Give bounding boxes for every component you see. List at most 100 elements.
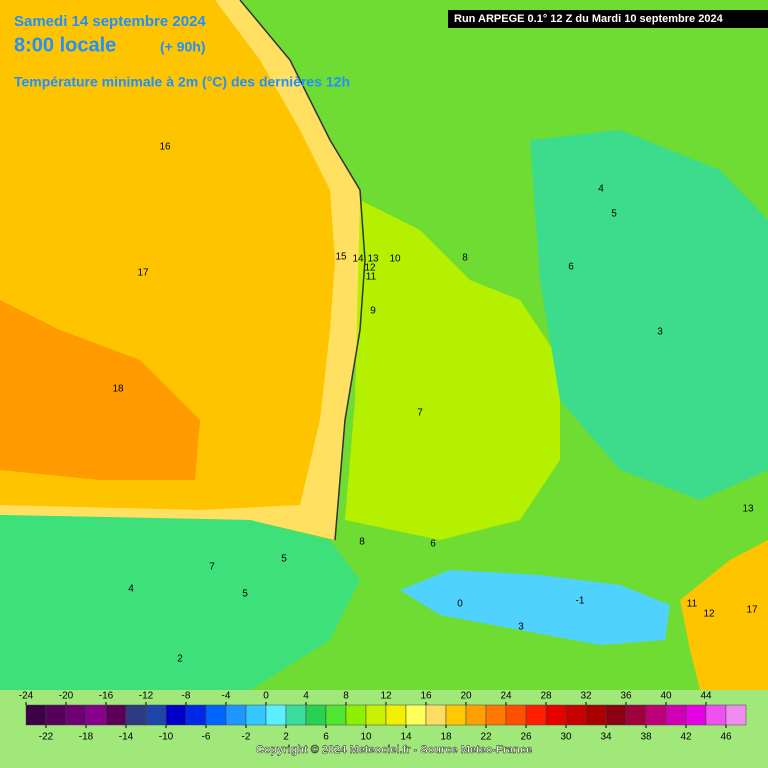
contour-label: 11	[687, 599, 698, 610]
legend-swatch	[725, 704, 747, 726]
legend-label: -14	[119, 732, 134, 743]
legend-swatch	[125, 704, 147, 726]
legend-label: 36	[620, 691, 632, 702]
legend-swatch	[385, 704, 407, 726]
contour-label: 3	[657, 327, 663, 338]
legend-label: 10	[360, 732, 372, 743]
contour-label: 13	[367, 254, 379, 265]
legend-swatch	[505, 704, 527, 726]
run-banner	[448, 10, 768, 28]
legend-swatch	[165, 704, 187, 726]
contour-label: 5	[611, 209, 617, 220]
legend-label: -4	[222, 691, 231, 702]
copyright: Copyright © 2024 Meteociel.fr - Source M…	[256, 744, 532, 756]
contour-label: 17	[746, 605, 758, 616]
contour-label: 16	[159, 142, 171, 153]
legend-label: -2	[242, 732, 251, 743]
legend-label: 0	[263, 691, 269, 702]
legend-swatch	[565, 704, 587, 726]
southeast-sea	[680, 540, 768, 690]
legend-swatch	[665, 704, 687, 726]
contour-label: 5	[281, 554, 287, 565]
local-time: 8:00 locale	[14, 34, 116, 56]
legend-swatch	[45, 704, 67, 726]
legend-label: -20	[59, 691, 74, 702]
contour-label: 12	[703, 609, 715, 620]
legend-label: 4	[303, 691, 309, 702]
legend-swatch	[485, 704, 507, 726]
contour-label: 8	[462, 253, 468, 264]
legend-label: 32	[580, 691, 592, 702]
legend-swatch	[345, 704, 367, 726]
legend-swatch	[145, 704, 167, 726]
contour-label: 0	[457, 599, 463, 610]
contour-label: 7	[209, 562, 215, 573]
legend-swatch	[85, 704, 107, 726]
contour-label: 18	[112, 384, 124, 395]
legend-swatch	[245, 704, 267, 726]
legend-swatch	[625, 704, 647, 726]
contour-label: 12	[364, 263, 376, 274]
legend-swatch	[25, 704, 47, 726]
legend-backdrop	[0, 690, 768, 768]
contour-label: 10	[389, 254, 401, 265]
legend-label: 16	[420, 691, 432, 702]
legend-label: -8	[182, 691, 191, 702]
legend-label: 18	[440, 732, 452, 743]
legend-label: -24	[19, 691, 34, 702]
legend-label: 8	[343, 691, 349, 702]
run-info: Run ARPEGE 0.1° 12 Z du Mardi 10 septemb…	[454, 13, 724, 25]
legend-label: 38	[640, 732, 652, 743]
contour-label: 4	[598, 184, 604, 195]
legend-label: 28	[540, 691, 552, 702]
legend-swatch	[65, 704, 87, 726]
date: Samedi 14 septembre 2024	[14, 13, 206, 30]
legend-label: -18	[79, 732, 94, 743]
legend-swatch	[325, 704, 347, 726]
contour-label: -1	[576, 596, 585, 607]
legend-swatch	[585, 704, 607, 726]
legend-label: -12	[139, 691, 154, 702]
legend-swatch	[545, 704, 567, 726]
legend-swatch	[265, 704, 287, 726]
legend-label: -10	[159, 732, 174, 743]
contour-label: 14	[352, 254, 364, 265]
legend-label: 44	[700, 691, 712, 702]
legend-label: 42	[680, 732, 692, 743]
legend-label: 26	[520, 732, 532, 743]
legend-label: -6	[202, 732, 211, 743]
legend-label: 30	[560, 732, 572, 743]
contour-label: 9	[370, 306, 376, 317]
legend-swatch	[225, 704, 247, 726]
parameter: Température minimale à 2m (°C) des derni…	[14, 74, 350, 90]
legend-label: 40	[660, 691, 672, 702]
contour-label: 15	[335, 252, 347, 263]
forecast-offset: (+ 90h)	[160, 39, 206, 55]
legend-swatch	[285, 704, 307, 726]
contour-label: 4	[128, 584, 134, 595]
contour-label: 8	[359, 537, 365, 548]
legend-label: 20	[460, 691, 472, 702]
legend-label: 6	[323, 732, 329, 743]
contour-label: 7	[417, 408, 423, 419]
legend-swatch	[465, 704, 487, 726]
contour-label: 13	[742, 504, 754, 515]
legend-swatch	[365, 704, 387, 726]
legend-swatch	[425, 704, 447, 726]
cool-highland	[530, 130, 768, 500]
legend-swatch	[105, 704, 127, 726]
legend-swatch	[445, 704, 467, 726]
legend-swatch	[405, 704, 427, 726]
legend-label: -16	[99, 691, 114, 702]
warm-sea	[0, 300, 200, 480]
legend-swatch	[205, 704, 227, 726]
contour-label: 6	[568, 262, 574, 273]
southern-sea	[0, 515, 360, 690]
legend-label: 12	[380, 691, 392, 702]
contour-label: 5	[242, 589, 248, 600]
warm-plain	[345, 200, 560, 540]
mountain-cold	[400, 570, 670, 645]
contour-label: 17	[137, 268, 149, 279]
legend-swatch	[685, 704, 707, 726]
